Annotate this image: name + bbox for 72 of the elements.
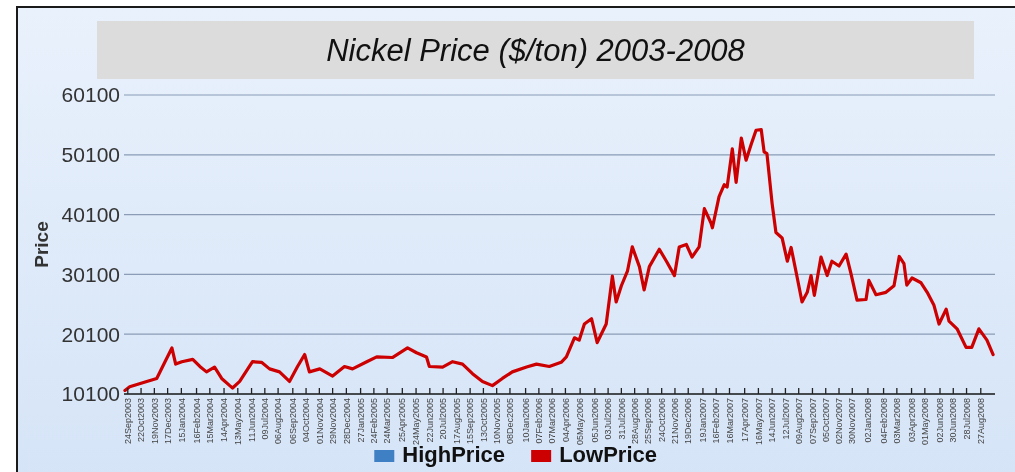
x-tick-label: 02Jun2008: [935, 398, 946, 443]
x-tick-label: 02Nov2007: [834, 398, 845, 445]
x-tick-label: 19Nov2003: [149, 398, 160, 445]
x-tick-label: 24May2005: [411, 398, 422, 446]
x-tick-label: 02Jan2008: [863, 398, 874, 443]
x-tick-label: 29Nov2004: [327, 398, 338, 445]
x-tick-label: 30Jun2008: [948, 398, 959, 443]
x-tick-label: 07Feb2006: [534, 398, 545, 444]
x-tick-label: 25Sep2006: [643, 398, 654, 445]
x-tick-label: 03Mar2008: [892, 398, 902, 444]
x-tick-label: 22Oct2003: [136, 398, 147, 443]
x-tick-label: 21Nov2006: [670, 398, 681, 445]
y-tick-label: 40100: [61, 202, 120, 226]
x-tick-label: 15Sep2005: [465, 398, 476, 445]
x-tick-label: 11Jun2004: [246, 398, 257, 442]
x-tick-label: 17Aug2005: [451, 398, 462, 445]
chart-title: Nickel Price ($/ton) 2003-2008: [326, 33, 746, 68]
x-tick-label: 24Oct2006: [656, 398, 667, 443]
x-tick-label: 25Apr2005: [397, 398, 408, 443]
x-tick-label: 24Sep2003: [122, 398, 133, 445]
x-tick-label: 14Apr2004: [219, 398, 230, 443]
x-tick-label: 05May2006: [575, 398, 586, 446]
x-tick-label: 03Apr2008: [906, 398, 917, 443]
x-tick-label: 09Jul2004: [259, 398, 270, 440]
x-tick-label: 24Feb2005: [369, 398, 380, 444]
x-tick-label: 16Mar2007: [724, 398, 735, 444]
x-tick-label: 30Nov2007: [847, 398, 858, 445]
y-tick-label: 50100: [61, 143, 120, 167]
x-tick-label: 24Mar2005: [382, 398, 393, 444]
x-tick-label: 13Oct2005: [478, 398, 489, 443]
x-tick-label: 16May2007: [753, 398, 764, 446]
x-tick-label: 10Jan2006: [520, 398, 531, 443]
x-tick-label: 04Oct2004: [301, 398, 312, 443]
x-tick-label: 08Dec2005: [505, 398, 516, 445]
line-series: [123, 128, 995, 393]
x-tick-label: 07Mar2006: [547, 398, 558, 444]
x-tick-label: 14Jun2007: [767, 398, 778, 443]
x-tick-label: 03Jul2006: [603, 398, 614, 440]
x-tick-label: 31Jul2006: [616, 398, 627, 440]
x-tick-label: 17Apr2007: [739, 398, 750, 443]
x-tick-label: 09Aug2007: [793, 398, 804, 445]
y-tick-label: 20100: [61, 322, 120, 346]
x-tick-label: 15Mar2004: [204, 398, 215, 444]
x-tick-label: 19Dec2006: [683, 398, 694, 445]
x-tick-label: 16Feb2004: [191, 398, 202, 444]
x-tick-label: 07Sep2007: [807, 398, 818, 445]
y-axis-title: Price: [30, 221, 52, 268]
x-tick-label: 12Jul2007: [780, 398, 791, 440]
x-tick-label: 17Dec2003: [162, 398, 173, 445]
x-tick-label: 15Jan2004: [176, 398, 187, 443]
x-tick-label: 16Feb2007: [711, 398, 722, 444]
x-tick-label: 13May2004: [232, 398, 243, 446]
x-tick-label: 27Aug2008: [975, 398, 986, 445]
x-tick-label: 06Aug2004: [273, 398, 284, 445]
x-tick-label: 20Jul2005: [438, 398, 449, 440]
x-tick-label: 28Dec2004: [341, 398, 352, 445]
x-tick-label: 28Jul2008: [961, 398, 972, 440]
x-tick-label: 27Jan2005: [355, 398, 366, 443]
x-tick-label: 22Jun2005: [424, 398, 435, 443]
x-tick-label: 04Feb2008: [878, 398, 889, 444]
y-tick-label: 10100: [61, 382, 120, 406]
x-tick-label: 05Oct2007: [820, 398, 831, 443]
x-tick-label: 04Apr2006: [560, 398, 571, 443]
x-tick-label: 19Jan2007: [698, 398, 709, 443]
x-tick-label: 10Nov2005: [491, 398, 502, 445]
y-tick-label: 60100: [61, 83, 120, 107]
x-tick-label: 06Sep2004: [287, 398, 298, 445]
x-tick-label: 05Jun2006: [589, 398, 600, 443]
y-tick-label: 30100: [61, 262, 120, 286]
x-tick-label: 28Aug2006: [629, 398, 640, 445]
x-tick-label: 01May2008: [919, 398, 930, 446]
x-tick-label: 01Nov2004: [314, 398, 325, 445]
